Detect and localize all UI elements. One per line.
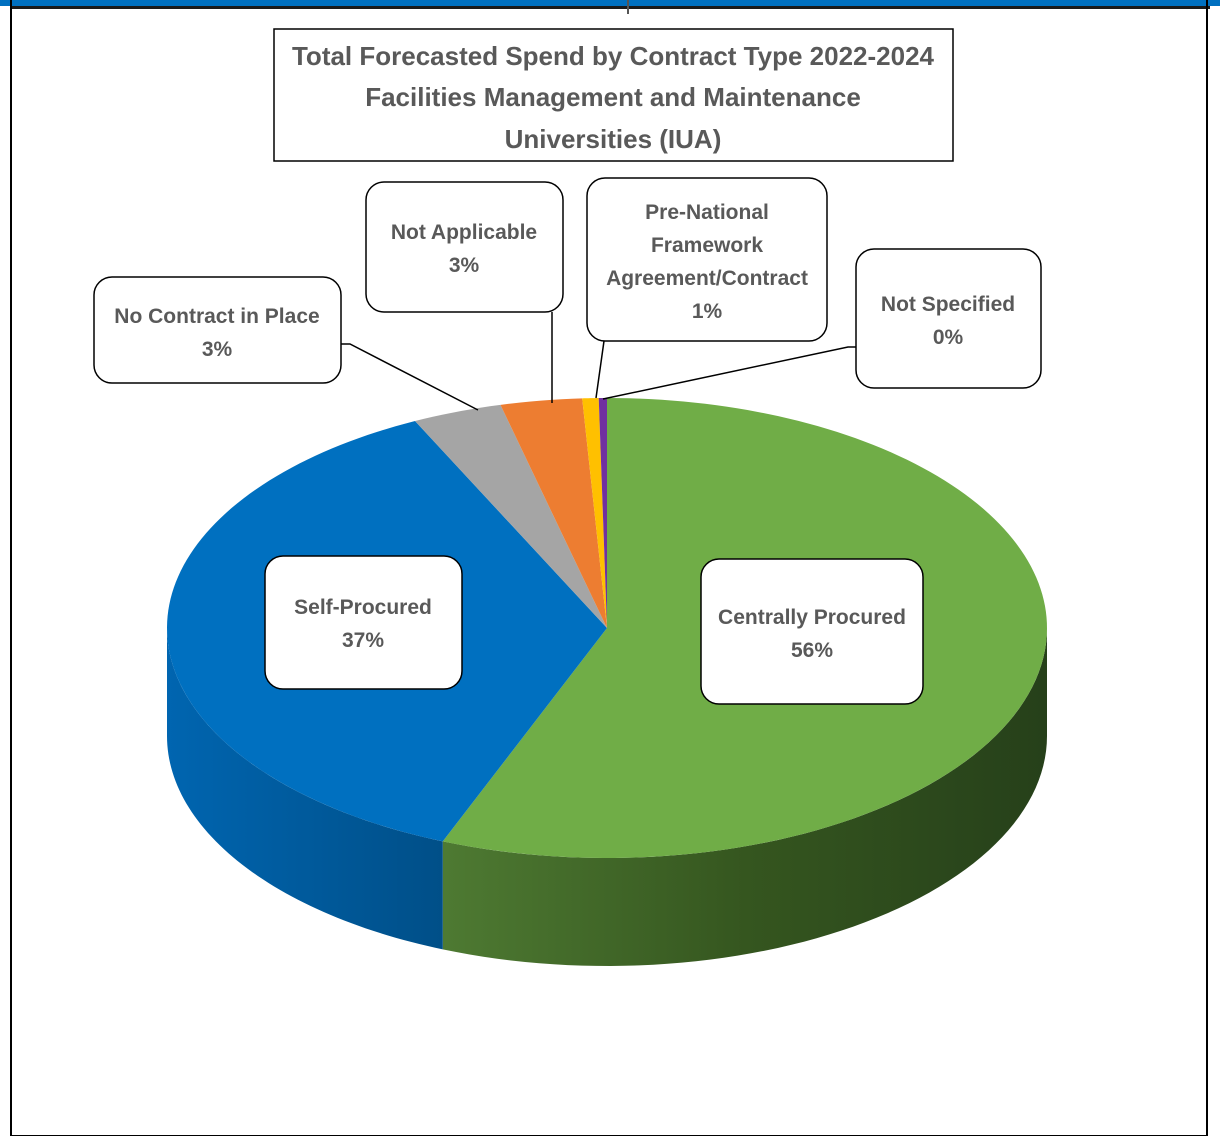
data-label-no-contract: No Contract in Place 3% bbox=[93, 276, 342, 384]
data-label-box bbox=[586, 177, 828, 342]
data-label-box bbox=[855, 248, 1042, 389]
data-label-box bbox=[93, 276, 342, 384]
pie-slice-nocontract bbox=[415, 404, 607, 628]
data-label-name: Not Applicable bbox=[391, 221, 537, 244]
pie-slice-notapplicable bbox=[500, 398, 607, 628]
data-label-name-line-3: Agreement/Contract bbox=[606, 267, 808, 290]
pie-side-self bbox=[167, 628, 443, 950]
data-label-not-applicable: Not Applicable 3% bbox=[365, 181, 564, 313]
top-border-bar bbox=[0, 0, 1220, 6]
data-label-name: Self-Procured bbox=[294, 596, 432, 619]
data-label-not-specified: Not Specified 0% bbox=[855, 248, 1042, 389]
data-label-name: Not Specified bbox=[881, 293, 1015, 316]
data-label-name-line-2: Framework bbox=[651, 234, 763, 257]
leader-line-pre-national bbox=[595, 340, 605, 399]
top-border-line bbox=[10, 6, 1210, 9]
data-label-value: 3% bbox=[449, 254, 480, 277]
data-label-box bbox=[700, 558, 924, 705]
data-label-box bbox=[264, 555, 463, 690]
chart-title-line-1: Total Forecasted Spend by Contract Type … bbox=[292, 41, 935, 71]
pie-side-layer bbox=[167, 628, 1048, 966]
column-divider-tick bbox=[627, 0, 629, 14]
leader-line-not-specified bbox=[602, 346, 856, 400]
data-label-value: 37% bbox=[342, 629, 384, 652]
pie-side-centrally bbox=[442, 628, 1048, 966]
data-label-name: No Contract in Place bbox=[114, 305, 319, 328]
chart-title-line-3: Universities (IUA) bbox=[505, 124, 722, 154]
leader-line-no-contract bbox=[341, 343, 479, 411]
chart-frame bbox=[10, 0, 1208, 1136]
data-label-centrally-procured: Centrally Procured 56% bbox=[700, 558, 924, 705]
data-label-name-line-1: Pre-National bbox=[645, 201, 769, 224]
leader-lines bbox=[341, 312, 856, 411]
data-label-value: 0% bbox=[933, 326, 964, 349]
data-label-pre-national: Pre-National Framework Agreement/Contrac… bbox=[586, 177, 828, 342]
data-label-box bbox=[365, 181, 564, 313]
pie-slice-prenational bbox=[582, 398, 607, 628]
chart-title-line-2: Facilities Management and Maintenance bbox=[365, 82, 861, 112]
data-label-self-procured: Self-Procured 37% bbox=[264, 555, 463, 690]
chart-title-box: Total Forecasted Spend by Contract Type … bbox=[273, 28, 954, 162]
data-label-name: Centrally Procured bbox=[718, 606, 906, 629]
title-box bbox=[273, 28, 954, 162]
data-label-value: 1% bbox=[692, 300, 723, 323]
data-label-value: 3% bbox=[202, 338, 233, 361]
data-label-value: 56% bbox=[791, 639, 833, 662]
pie-slice-notspecified bbox=[598, 398, 607, 628]
